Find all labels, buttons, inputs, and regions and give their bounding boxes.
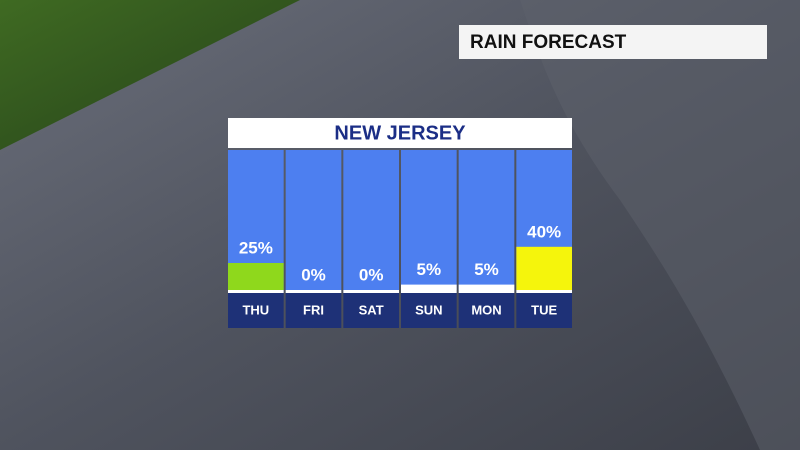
value-label: 0% (359, 265, 384, 284)
baseline (458, 290, 515, 293)
day-band (516, 290, 572, 328)
bar (228, 263, 284, 290)
baseline (343, 290, 399, 293)
x-tick-label: SUN (415, 302, 442, 317)
day-band (285, 290, 342, 328)
bar (458, 284, 515, 290)
value-label: 5% (417, 260, 442, 279)
bar (401, 284, 457, 290)
x-tick-label: THU (242, 302, 269, 317)
value-label: 5% (474, 260, 499, 279)
value-label: 0% (301, 265, 326, 284)
title-box (228, 118, 572, 148)
grass (0, 0, 300, 150)
x-tick-label: FRI (303, 302, 324, 317)
value-label: 25% (239, 238, 273, 257)
day-band (343, 290, 399, 328)
baseline (228, 290, 284, 293)
day-band (228, 290, 284, 328)
day-band (401, 290, 457, 328)
baseline (285, 290, 342, 293)
bar (516, 246, 572, 290)
heading-box (459, 25, 767, 59)
x-tick-label: TUE (531, 302, 557, 317)
column (285, 150, 342, 290)
column (343, 150, 399, 290)
value-label: 40% (527, 222, 561, 241)
baseline (516, 290, 572, 293)
x-tick-label: SAT (359, 302, 384, 317)
column (458, 150, 515, 290)
x-tick-label: MON (471, 302, 501, 317)
reflection (520, 0, 800, 450)
chart-title: NEW JERSEY (334, 122, 466, 144)
day-band (458, 290, 515, 328)
heading: RAIN FORECAST (470, 32, 627, 53)
column (401, 150, 457, 290)
baseline (401, 290, 457, 293)
